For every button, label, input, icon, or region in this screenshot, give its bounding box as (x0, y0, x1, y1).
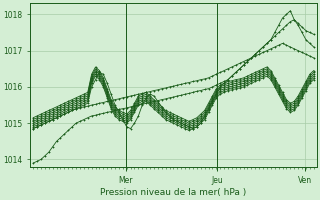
X-axis label: Pression niveau de la mer( hPa ): Pression niveau de la mer( hPa ) (100, 188, 247, 197)
